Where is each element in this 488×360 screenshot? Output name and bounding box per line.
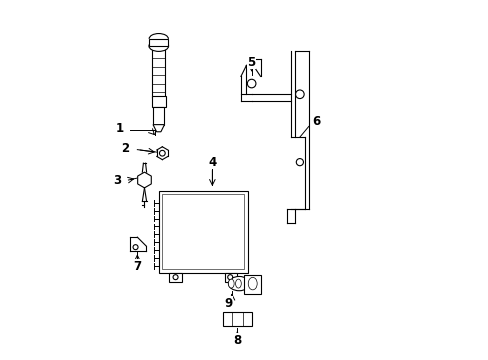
Circle shape [133, 245, 138, 249]
Bar [159, 191, 247, 273]
Ellipse shape [149, 41, 168, 51]
Bar [223, 312, 251, 327]
Ellipse shape [248, 277, 257, 290]
Circle shape [227, 275, 232, 280]
Bar [162, 194, 244, 269]
Text: 3: 3 [113, 174, 122, 187]
Text: 6: 6 [311, 114, 320, 127]
FancyBboxPatch shape [153, 107, 164, 125]
Text: 4: 4 [208, 156, 216, 168]
Bar [169, 273, 182, 282]
Bar [224, 273, 237, 282]
Circle shape [173, 275, 178, 280]
Bar [244, 275, 260, 294]
Polygon shape [138, 172, 151, 188]
FancyBboxPatch shape [152, 46, 165, 98]
Text: 8: 8 [233, 333, 241, 347]
Text: 5: 5 [247, 55, 255, 69]
FancyBboxPatch shape [151, 96, 165, 107]
Polygon shape [153, 125, 164, 132]
Ellipse shape [235, 279, 241, 288]
Text: 1: 1 [115, 122, 123, 135]
Circle shape [247, 79, 255, 88]
Polygon shape [149, 39, 168, 46]
Text: 2: 2 [121, 142, 129, 155]
Ellipse shape [228, 279, 234, 288]
Circle shape [295, 90, 304, 99]
Text: 7: 7 [133, 260, 141, 273]
Ellipse shape [228, 276, 249, 291]
Circle shape [296, 158, 303, 166]
Circle shape [159, 150, 165, 156]
Text: 9: 9 [224, 297, 232, 310]
